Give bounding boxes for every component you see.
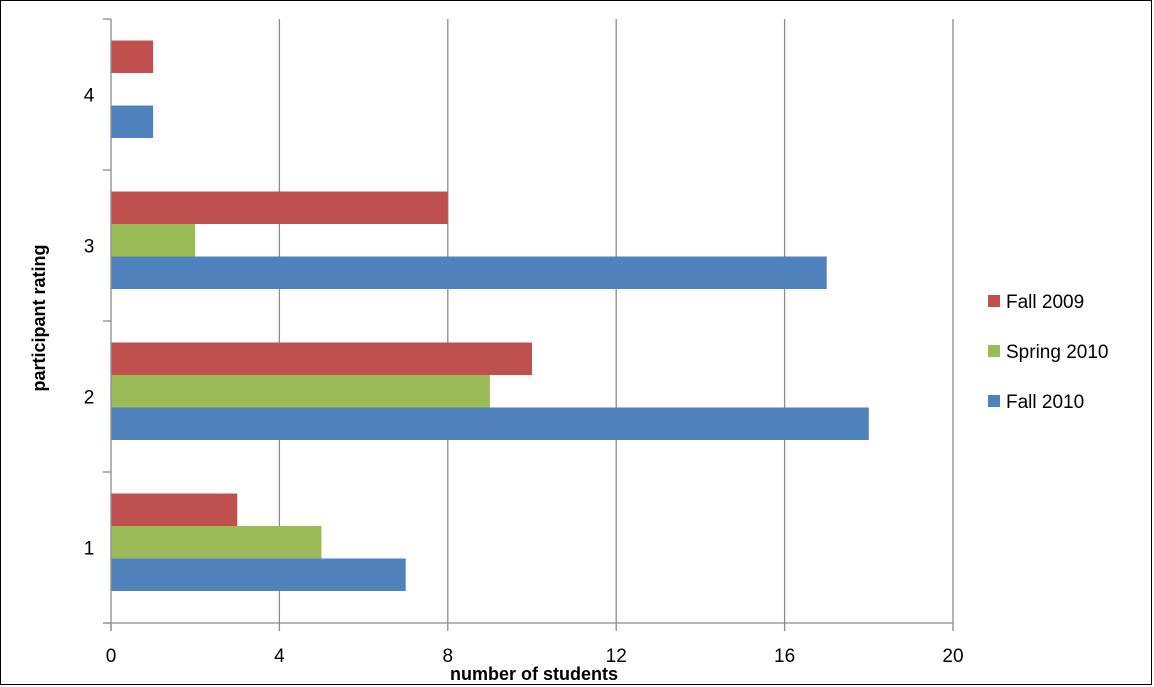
y-tick-label: 4 [84,86,95,107]
legend-label: Fall 2010 [1006,392,1084,413]
x-tick-label: 16 [774,646,795,667]
legend: Fall 2009 Spring 2010 Fall 2010 [988,292,1108,413]
y-tick-label: 1 [84,539,95,560]
x-tick-labels: 0 4 8 12 16 20 [106,646,964,667]
bar-fall-2009-rating-4 [111,40,154,73]
y-tick-label: 3 [84,237,95,258]
y-tick-label: 2 [84,388,95,409]
legend-label: Spring 2010 [1006,342,1108,363]
legend-entry: Fall 2009 [988,292,1084,313]
legend-swatch [988,295,1000,307]
bar-fall-2009-rating-2 [111,342,532,375]
x-tick-label: 12 [606,646,627,667]
y-tick-labels: 1 2 3 4 [84,86,95,560]
axes [103,18,954,631]
x-tick-label: 4 [274,646,285,667]
legend-label: Fall 2009 [1006,292,1084,313]
bar-fall-2010-rating-2 [111,407,869,440]
bar-spring-2010-rating-1 [111,526,322,559]
legend-entry: Spring 2010 [988,342,1108,363]
bar-fall-2010-rating-3 [111,256,827,289]
bar-spring-2010-rating-2 [111,375,490,408]
bars [111,40,869,591]
gridlines [278,19,954,623]
x-tick-label: 8 [443,646,454,667]
x-tick-label: 20 [942,646,963,667]
legend-swatch [988,395,1000,407]
x-tick-label: 0 [106,646,117,667]
x-axis-title: number of students [450,664,618,684]
bar-fall-2010-rating-1 [111,558,406,591]
legend-swatch [988,345,1000,357]
y-axis-title: participant rating [29,244,49,391]
bar-spring-2010-rating-3 [111,224,196,257]
bar-fall-2009-rating-1 [111,493,238,526]
legend-entry: Fall 2010 [988,392,1084,413]
bar-fall-2010-rating-4 [111,105,154,138]
bar-fall-2009-rating-3 [111,191,448,224]
